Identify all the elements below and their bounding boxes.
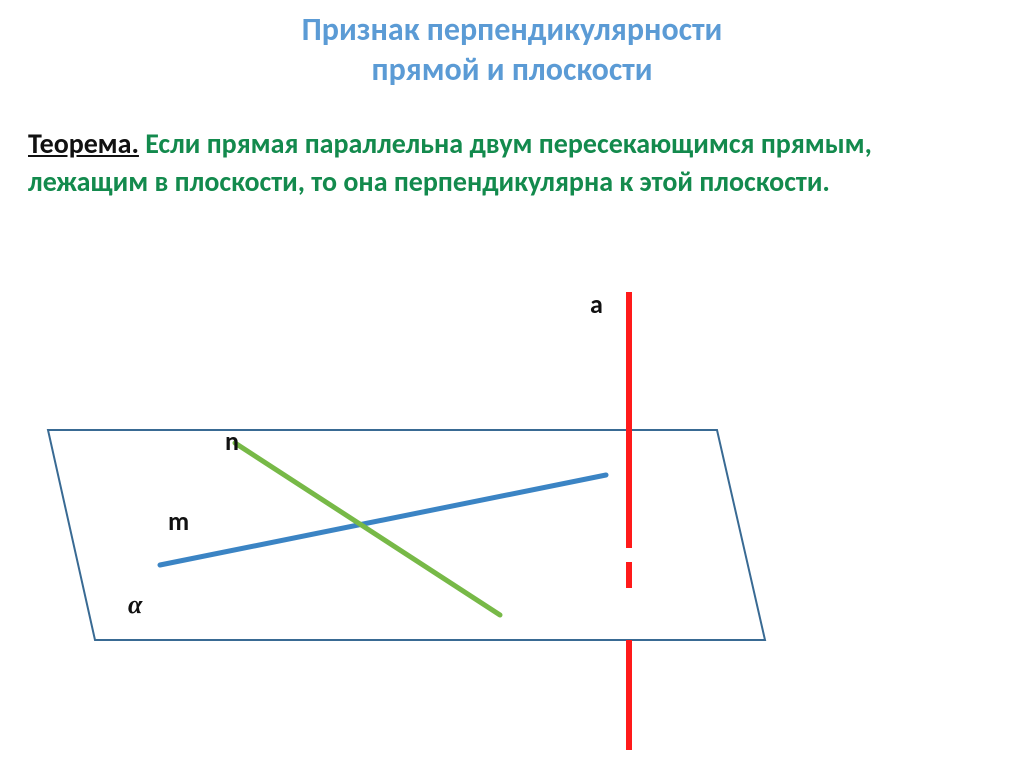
- title-line2: прямой и плоскости: [0, 50, 1024, 90]
- label-a: a: [590, 288, 603, 320]
- diagram: a n m α: [0, 290, 1024, 767]
- title-line1: Признак перпендикулярности: [0, 10, 1024, 50]
- label-alpha: α: [128, 590, 142, 620]
- theorem-label: Теорема.: [28, 126, 139, 161]
- diagram-svg: [0, 290, 1024, 767]
- theorem-text: Если прямая параллельна двум пересекающи…: [28, 126, 872, 199]
- theorem-block: Теорема. Если прямая параллельна двум пе…: [0, 90, 1024, 201]
- slide-title: Признак перпендикулярности прямой и плос…: [0, 0, 1024, 90]
- label-n: n: [225, 425, 239, 457]
- label-m: m: [168, 505, 189, 537]
